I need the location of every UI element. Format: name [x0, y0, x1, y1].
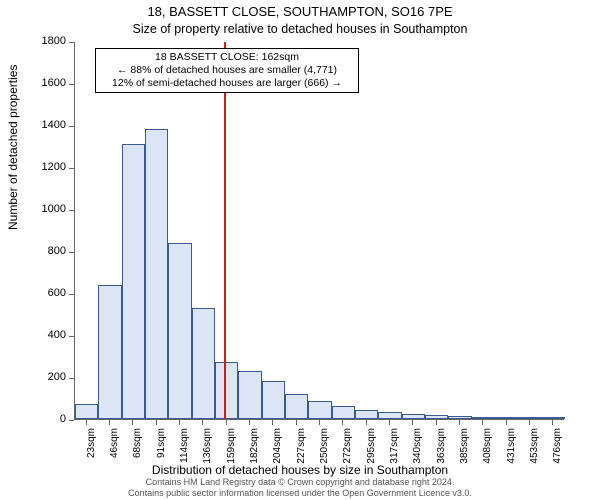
x-tick [482, 420, 483, 425]
y-tick [69, 252, 74, 253]
x-tick [459, 420, 460, 425]
y-tick-label: 1800 [28, 35, 66, 47]
x-tick-label: 114sqm [179, 428, 190, 478]
plot-area: 18 BASSETT CLOSE: 162sqm ← 88% of detach… [74, 42, 564, 420]
y-tick-label: 800 [28, 245, 66, 257]
y-tick-label: 200 [28, 371, 66, 383]
property-marker-line [224, 42, 226, 419]
x-tick [436, 420, 437, 425]
y-tick [69, 210, 74, 211]
x-tick-label: 385sqm [459, 428, 470, 478]
annotation-line-2: ← 88% of detached houses are smaller (4,… [102, 64, 352, 77]
histogram-bar [355, 410, 378, 419]
y-tick [69, 126, 74, 127]
x-tick-label: 340sqm [412, 428, 423, 478]
x-tick-label: 295sqm [366, 428, 377, 478]
x-tick-label: 317sqm [389, 428, 400, 478]
histogram-bar [402, 414, 425, 419]
x-tick [366, 420, 367, 425]
histogram-bar [425, 415, 448, 419]
x-tick [412, 420, 413, 425]
x-tick-label: 68sqm [132, 428, 143, 478]
chart-subtitle: Size of property relative to detached ho… [0, 22, 600, 36]
x-tick [319, 420, 320, 425]
histogram-bar [378, 412, 401, 419]
x-tick-label: 91sqm [156, 428, 167, 478]
x-tick-label: 23sqm [86, 428, 97, 478]
x-tick [109, 420, 110, 425]
histogram-bar [215, 362, 238, 419]
x-tick [389, 420, 390, 425]
x-tick [86, 420, 87, 425]
histogram-bar [308, 401, 331, 419]
x-tick-label: 431sqm [506, 428, 517, 478]
x-tick [272, 420, 273, 425]
x-tick [156, 420, 157, 425]
histogram-bar [192, 308, 215, 419]
x-tick [202, 420, 203, 425]
x-tick-label: 159sqm [226, 428, 237, 478]
footer-line-2: Contains public sector information licen… [0, 488, 600, 498]
x-tick [552, 420, 553, 425]
x-tick [529, 420, 530, 425]
x-tick-label: 136sqm [202, 428, 213, 478]
histogram-bar [98, 285, 121, 419]
y-axis-label: Number of detached properties [6, 65, 20, 230]
x-tick-label: 408sqm [482, 428, 493, 478]
chart-container: 18, BASSETT CLOSE, SOUTHAMPTON, SO16 7PE… [0, 0, 600, 500]
footer-attribution: Contains HM Land Registry data © Crown c… [0, 477, 600, 498]
x-tick [226, 420, 227, 425]
histogram-bar [168, 243, 191, 419]
annotation-line-1: 18 BASSETT CLOSE: 162sqm [102, 51, 352, 64]
x-tick-label: 250sqm [319, 428, 330, 478]
x-tick [296, 420, 297, 425]
histogram-bar [75, 404, 98, 419]
histogram-bar [495, 417, 518, 419]
histogram-bar [472, 417, 495, 419]
x-tick [132, 420, 133, 425]
x-tick-label: 46sqm [109, 428, 120, 478]
histogram-bar [262, 381, 285, 419]
histogram-bar [285, 394, 308, 419]
y-tick-label: 0 [28, 413, 66, 425]
y-tick-label: 400 [28, 329, 66, 341]
annotation-box: 18 BASSETT CLOSE: 162sqm ← 88% of detach… [95, 48, 359, 93]
annotation-line-3: 12% of semi-detached houses are larger (… [102, 77, 352, 90]
y-tick-label: 1600 [28, 77, 66, 89]
x-tick [249, 420, 250, 425]
y-tick-label: 1000 [28, 203, 66, 215]
footer-line-1: Contains HM Land Registry data © Crown c… [0, 477, 600, 487]
y-tick [69, 84, 74, 85]
x-tick-label: 182sqm [249, 428, 260, 478]
x-tick [506, 420, 507, 425]
histogram-bar [238, 371, 261, 419]
x-tick-label: 363sqm [436, 428, 447, 478]
y-tick [69, 168, 74, 169]
x-tick-label: 227sqm [296, 428, 307, 478]
histogram-bar [448, 416, 471, 419]
x-tick-label: 272sqm [342, 428, 353, 478]
y-tick-label: 1400 [28, 119, 66, 131]
histogram-bar [145, 129, 168, 419]
x-tick [179, 420, 180, 425]
y-tick [69, 336, 74, 337]
x-tick [342, 420, 343, 425]
y-tick-label: 600 [28, 287, 66, 299]
y-tick-label: 1200 [28, 161, 66, 173]
histogram-bar [122, 144, 145, 419]
x-tick-label: 204sqm [272, 428, 283, 478]
histogram-bar [518, 417, 541, 419]
y-tick [69, 42, 74, 43]
y-tick [69, 294, 74, 295]
chart-title: 18, BASSETT CLOSE, SOUTHAMPTON, SO16 7PE [0, 4, 600, 19]
x-tick-label: 453sqm [529, 428, 540, 478]
histogram-bar [542, 417, 565, 419]
y-tick [69, 420, 74, 421]
x-tick-label: 476sqm [552, 428, 563, 478]
histogram-bar [332, 406, 355, 419]
y-tick [69, 378, 74, 379]
